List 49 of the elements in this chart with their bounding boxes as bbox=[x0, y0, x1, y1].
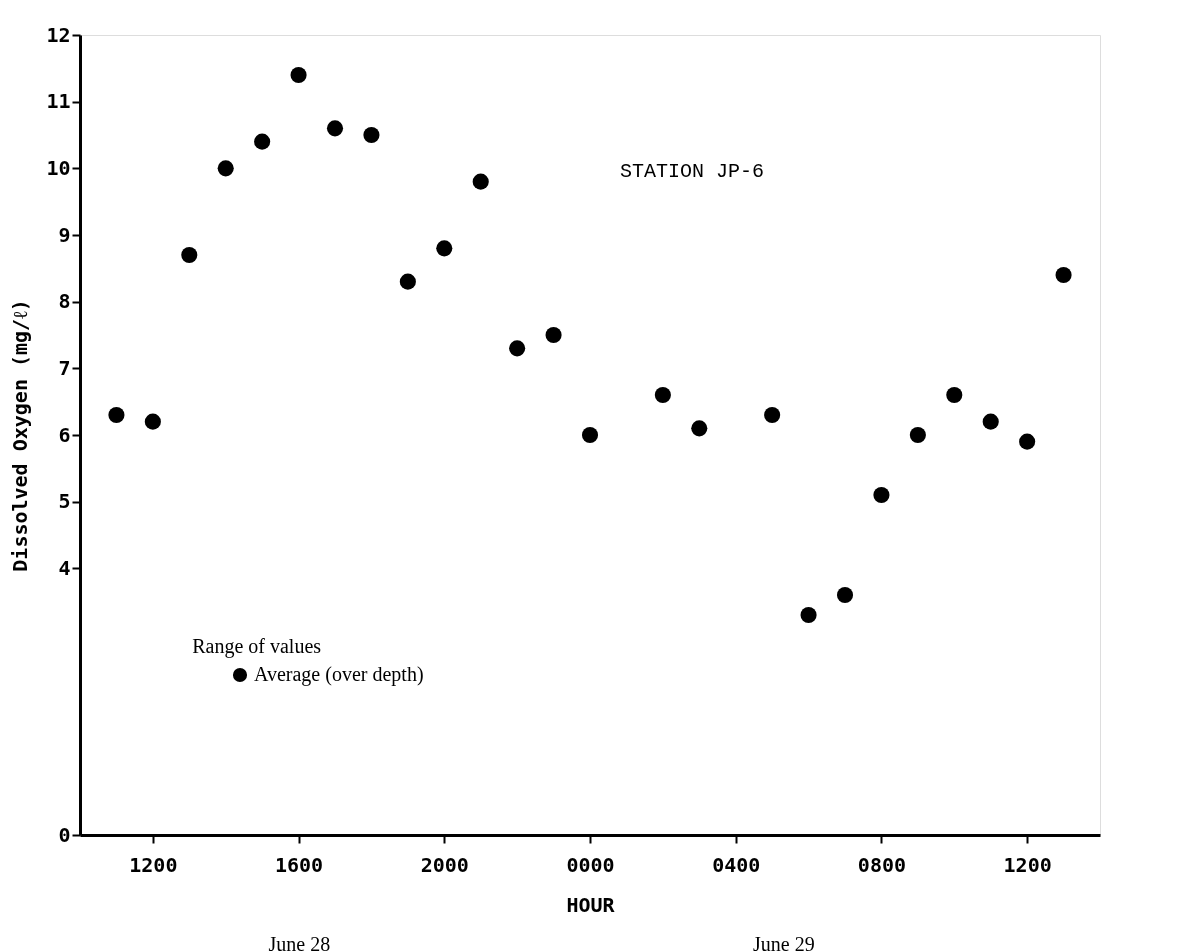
y-tick-label: 12 bbox=[46, 22, 71, 47]
y-tick-label: 11 bbox=[46, 89, 71, 114]
point bbox=[363, 126, 380, 144]
point bbox=[873, 486, 890, 504]
point bbox=[472, 173, 489, 190]
point bbox=[764, 406, 781, 424]
y-tick-label: 9 bbox=[58, 222, 71, 247]
y-tick-label: 4 bbox=[58, 555, 71, 580]
x-tick-label: 0400 bbox=[712, 852, 761, 877]
y-axis-title: Dissolved Oxygen (mg/ℓ) bbox=[8, 299, 33, 572]
point bbox=[691, 420, 708, 437]
x-tick-label: 1200 bbox=[1003, 852, 1052, 877]
point bbox=[217, 160, 234, 177]
point bbox=[654, 386, 671, 404]
point bbox=[290, 66, 307, 84]
legend-label: Average (over depth) bbox=[254, 663, 424, 686]
x-tick-label: 0800 bbox=[857, 852, 907, 877]
text: June 28 bbox=[268, 933, 331, 951]
point bbox=[581, 426, 599, 444]
x-tick-label: 1200 bbox=[129, 852, 178, 877]
point bbox=[800, 606, 817, 624]
point bbox=[181, 246, 198, 264]
x-tick-label: 2000 bbox=[420, 852, 469, 877]
y-tick-label: 8 bbox=[58, 289, 71, 314]
y-tick-label: 5 bbox=[58, 489, 71, 514]
point bbox=[1019, 433, 1036, 450]
annotation: Range of values bbox=[192, 635, 322, 658]
point bbox=[108, 406, 125, 424]
point bbox=[982, 413, 999, 430]
y-tick-label: 7 bbox=[58, 355, 71, 380]
point bbox=[836, 586, 854, 604]
point bbox=[399, 273, 416, 290]
point bbox=[946, 386, 963, 404]
point bbox=[326, 120, 344, 137]
point bbox=[436, 240, 453, 257]
point bbox=[545, 326, 562, 344]
point bbox=[254, 133, 271, 150]
point bbox=[1055, 266, 1072, 284]
annotation: STATION JP-6 bbox=[619, 160, 765, 183]
text: June 29 bbox=[752, 933, 815, 951]
y-tick-label: 10 bbox=[46, 155, 71, 180]
x-tick-label: 1600 bbox=[274, 852, 324, 877]
x-axis-title: HOUR bbox=[566, 892, 616, 917]
x-tick-label: 0000 bbox=[566, 852, 615, 877]
point bbox=[909, 426, 926, 444]
y-tick-label: 0 bbox=[58, 822, 71, 847]
point bbox=[144, 413, 161, 430]
y-tick-label: 6 bbox=[58, 422, 71, 447]
point bbox=[509, 340, 526, 357]
